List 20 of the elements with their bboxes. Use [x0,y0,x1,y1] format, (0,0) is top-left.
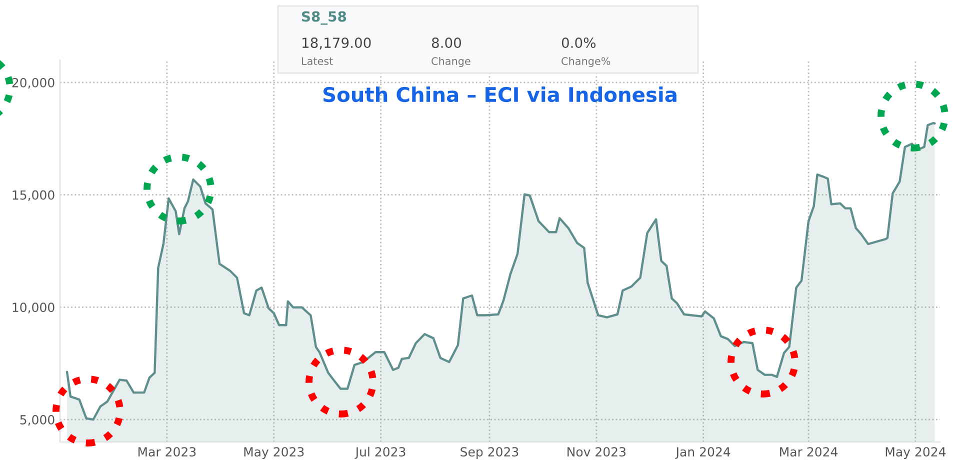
x-tick-label: Nov 2023 [568,447,626,457]
y-tick-label: 15,000 [12,190,54,202]
text: South China – ECI via Indonesia [323,86,676,102]
y-tick-label: 20,000 [12,78,54,89]
text: 0.0% [562,38,596,48]
x-tick-label: Sep 2023 [460,447,518,459]
x-tick-label: Jul 2023 [354,446,406,459]
x-tick-label: Mar 2024 [780,447,838,457]
y-tick-label: 5,000 [20,415,54,426]
x-tick-label: May 2024 [886,447,946,459]
x-tick-label: May 2023 [244,447,304,459]
y-tick-label: 10,000 [12,302,54,314]
text: 18,179.00 [302,38,371,50]
annotation: Latest [302,57,333,66]
text: 8.00 [432,38,461,48]
annotation: Change% [562,56,610,68]
x-tick-label: Mar 2023 [138,447,196,457]
text: S8_58 [302,11,346,25]
annotation: Change [432,56,470,68]
x-tick-label: Jan 2024 [675,447,730,459]
